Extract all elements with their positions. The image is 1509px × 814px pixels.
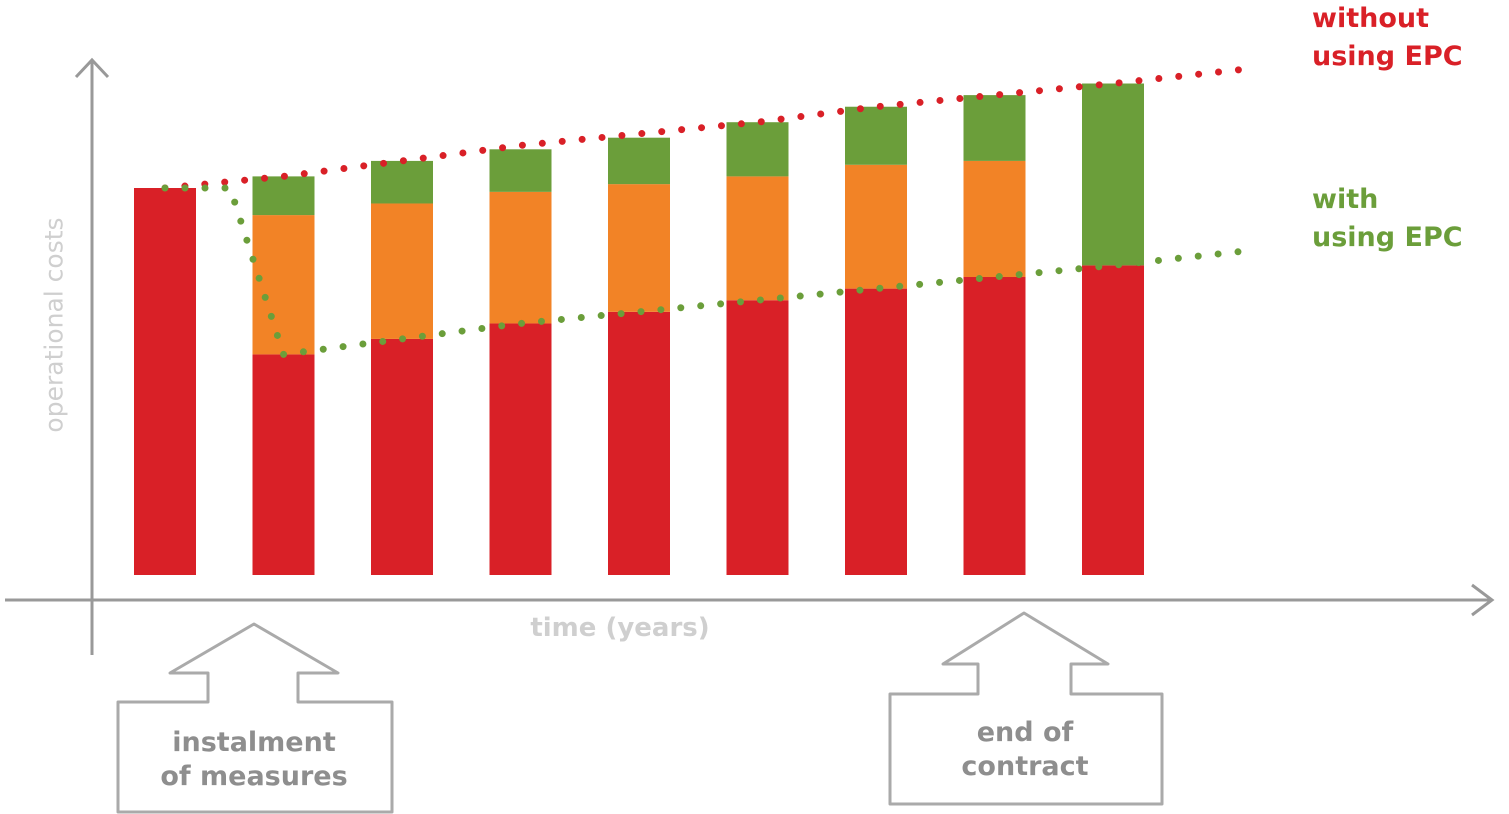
legend-with-line1: with [1312,184,1379,215]
bar-segment-5-1 [608,311,670,575]
bars-group [134,83,1144,575]
bar-segment-6-1 [726,300,789,575]
legend-with-epc: with using EPC [1312,181,1463,257]
callout-instalment-line2: of measures [160,761,348,792]
bar-segment-9-1 [1082,265,1144,575]
x-axis-label: time (years) [530,613,710,643]
legend-without-line1: without [1312,3,1430,34]
callout-instalment-label: instalment of measures [118,726,390,794]
callouts-group [116,611,1164,814]
bar-segment-8-3 [963,95,1026,161]
bar-segment-7-1 [845,288,907,575]
bar-segment-3-1 [371,338,433,575]
bar-segment-8-2 [963,160,1026,278]
bar-segment-3-3 [371,160,433,204]
legend-without-epc: without using EPC [1312,0,1463,76]
callout-instalment-arrow [116,622,394,814]
bar-segment-2-2 [252,215,315,355]
bar-segment-4-2 [489,191,552,324]
bar-segment-4-1 [489,323,552,575]
callout-end-line2: contract [961,751,1089,782]
bar-segment-6-3 [726,122,789,177]
line-without-epc [161,64,1259,192]
bar-segment-6-2 [726,176,789,301]
y-axis-label: operational costs [39,217,69,433]
bar-segment-7-3 [845,106,907,165]
trend-lines-group [161,64,1259,359]
callout-end-line1: end of [976,717,1074,748]
callout-instalment-line1: instalment [172,727,336,758]
bar-segment-3-2 [371,203,433,339]
x-axis-arrowhead [1471,583,1495,617]
axes-group [5,57,1495,655]
bar-segment-5-2 [608,184,670,312]
bar-segment-8-1 [963,277,1026,575]
callout-end-arrow [888,611,1164,806]
bar-segment-9-3 [1082,83,1144,266]
bar-segment-7-2 [845,164,907,289]
bar-segment-2-1 [252,354,315,575]
line-with-epc [161,184,1259,359]
legend-with-line2: using EPC [1312,222,1463,253]
bar-segment-4-3 [489,149,552,192]
y-axis-arrowhead [74,57,110,79]
bar-segment-5-3 [608,137,670,185]
bar-segment-2-3 [252,176,315,216]
callout-end-label: end of contract [890,716,1160,784]
legend-without-line2: using EPC [1312,41,1463,72]
bar-segment-1-1 [134,188,196,575]
